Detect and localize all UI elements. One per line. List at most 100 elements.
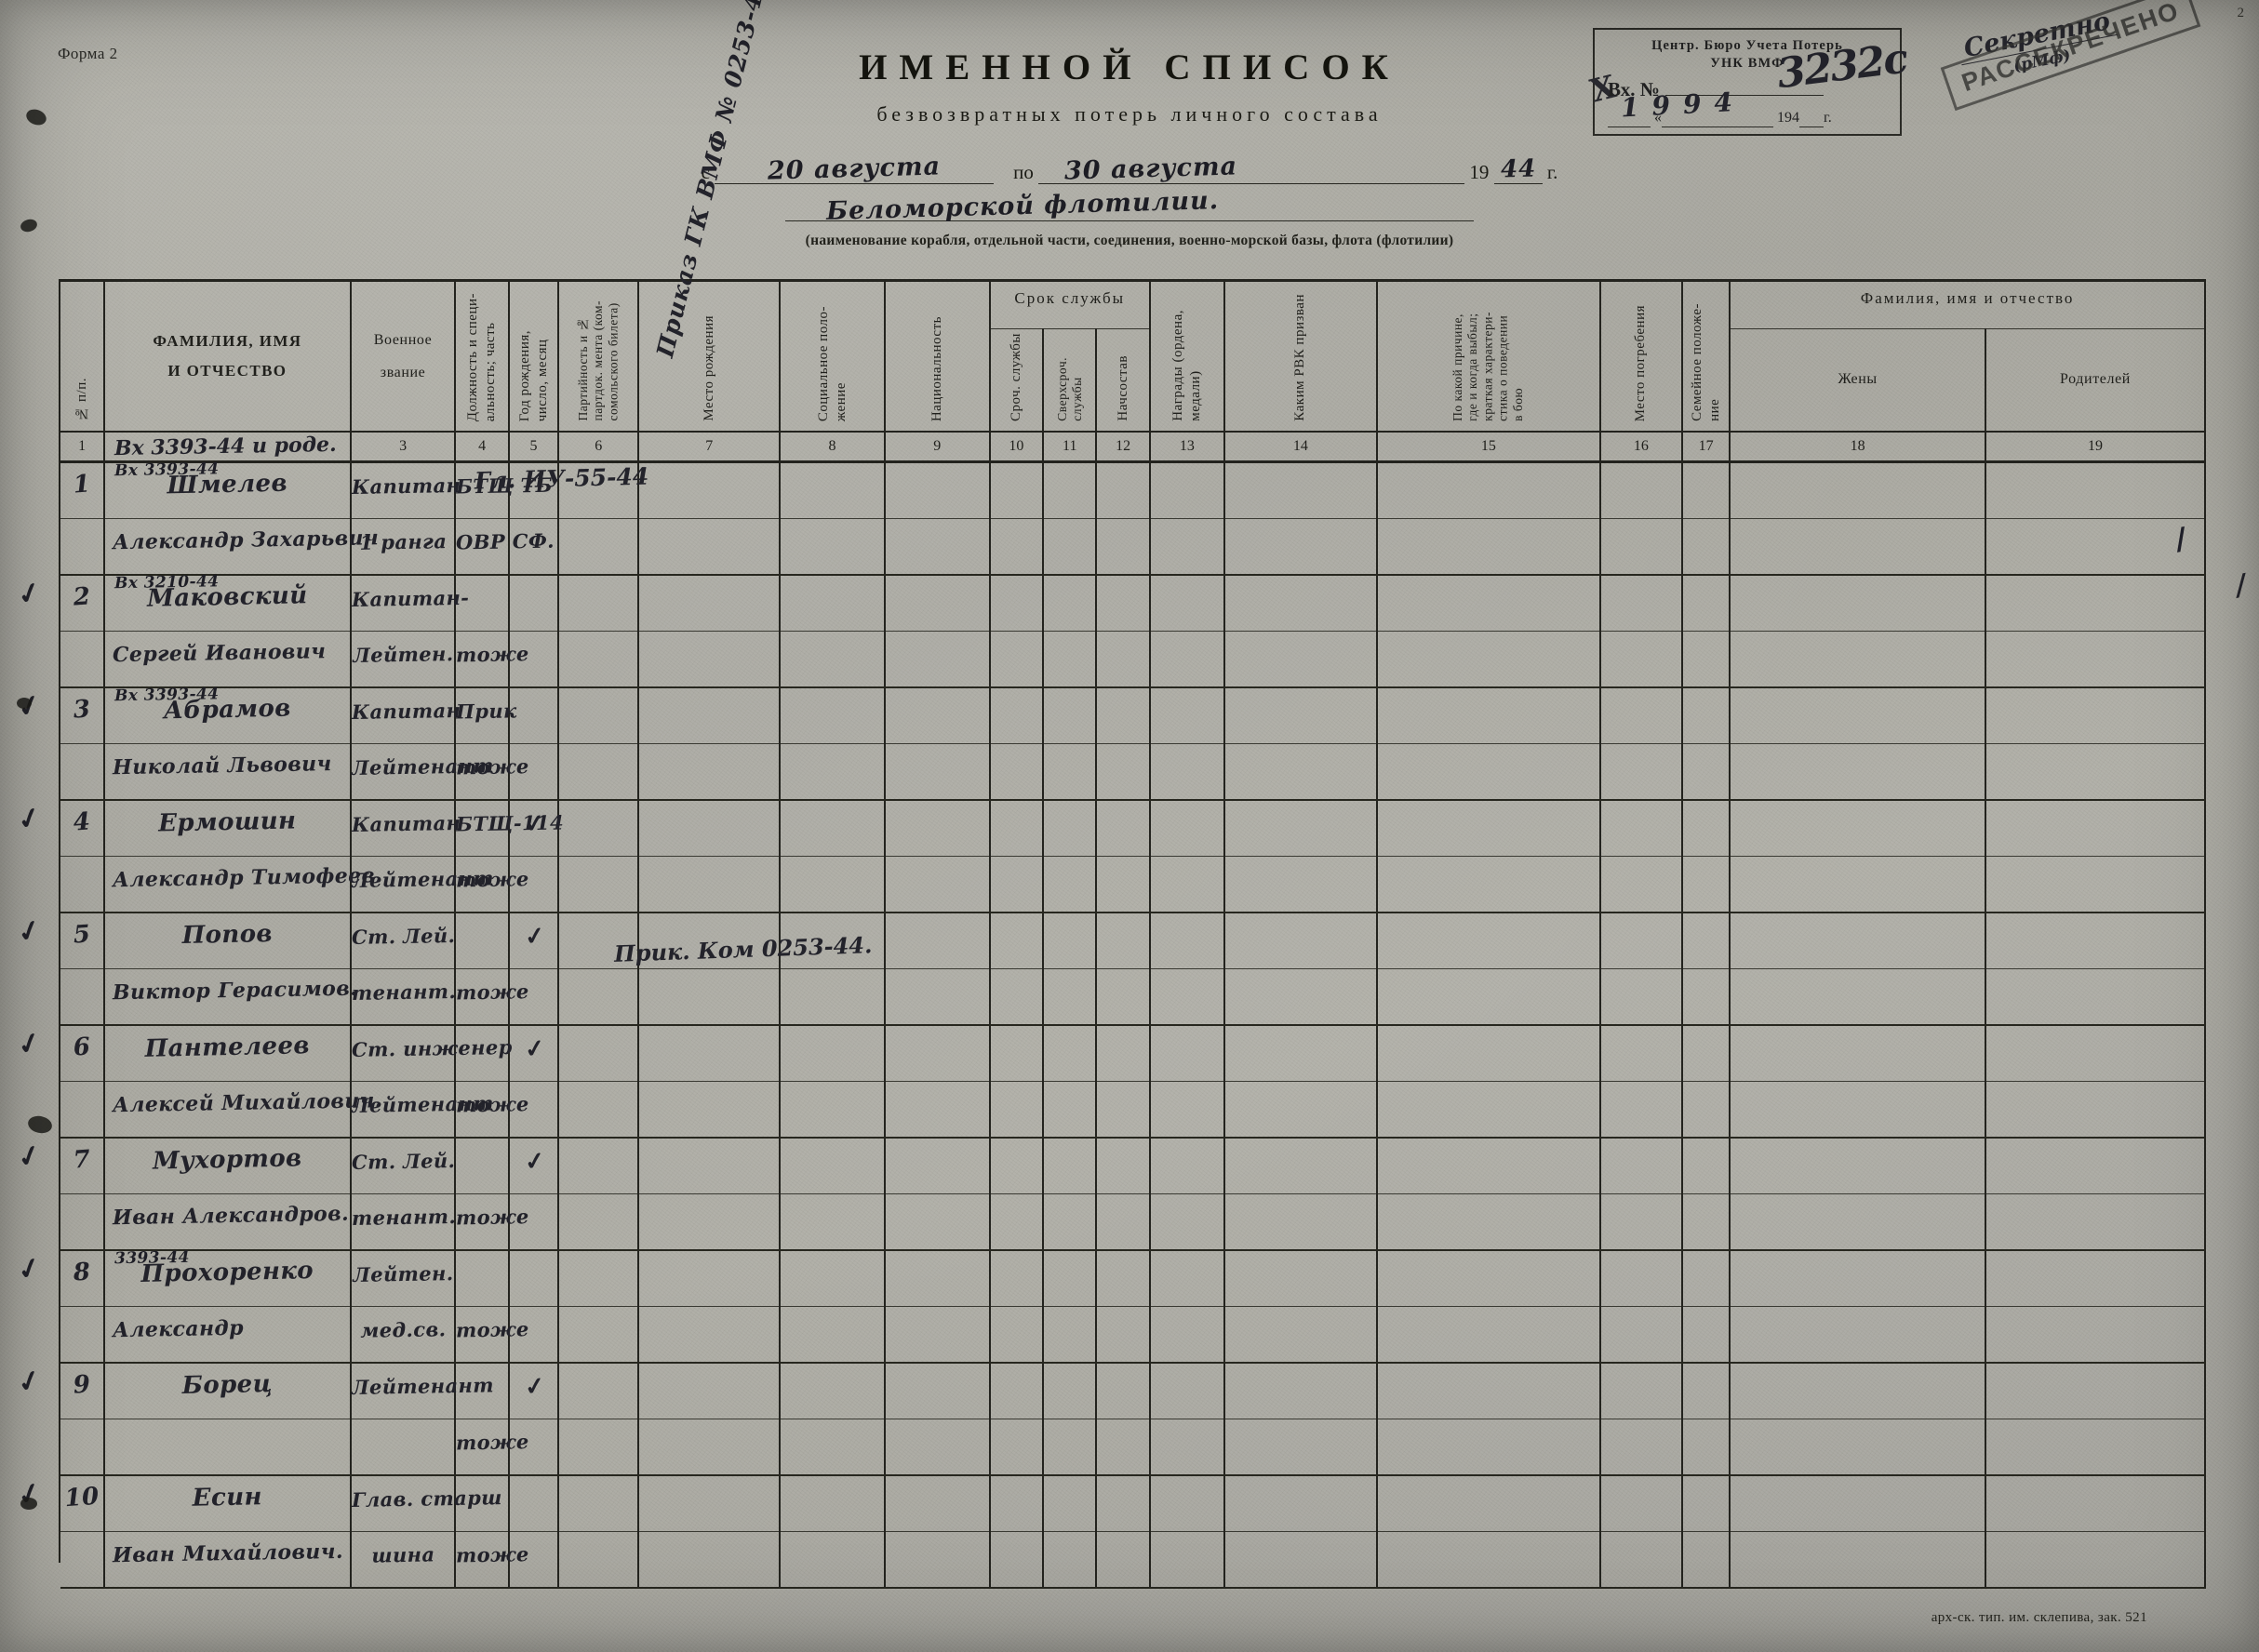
row-index-continuation	[60, 1306, 106, 1364]
row-empty-cell	[1985, 799, 2206, 857]
row-empty-cell	[884, 743, 991, 801]
row-position: БТЩ ТБ	[455, 461, 554, 519]
table-row: ✓ 4 Ермошин Капитан БТЩ-114 ✓	[14, 799, 2206, 857]
row-empty-cell	[1149, 856, 1225, 913]
row-position-continuation: тоже	[455, 1081, 529, 1139]
review-tick-icon: ✓	[13, 913, 46, 951]
colnum-2: Вх 3393-44 и роде.	[104, 431, 352, 463]
row-empty-cell	[1681, 912, 1731, 969]
col-header-11: Сверхсроч. службы	[1043, 328, 1098, 433]
row-empty-cell	[1599, 1419, 1683, 1476]
margin-mark: /	[2232, 568, 2250, 603]
col-header-3: Военное звание	[350, 282, 457, 433]
registry-date-day: 19	[1620, 89, 1684, 124]
row-position-value	[456, 1150, 507, 1151]
row-empty-cell	[508, 518, 560, 576]
row-empty-cell	[1376, 461, 1601, 519]
row-empty-cell	[1730, 743, 1986, 801]
row-empty-cell	[1223, 686, 1378, 744]
row-rank-value: Капитан	[351, 698, 461, 724]
row-rank-continuation: Лейтенант	[350, 856, 494, 913]
row-empty-cell	[1096, 1081, 1151, 1139]
row-empty-cell	[508, 1193, 560, 1251]
row-empty-cell	[558, 1419, 640, 1476]
review-tick-icon: ✓	[13, 1250, 46, 1288]
row-rank2-value: 1 ранга	[358, 529, 448, 554]
row-empty-cell	[638, 1531, 782, 1589]
col-header-10-label: Сроч. службы	[1008, 333, 1023, 421]
row-empty-cell	[1149, 574, 1225, 632]
row-empty-cell	[1223, 1024, 1378, 1082]
row-empty-cell	[638, 968, 782, 1026]
col-header-15: По какой причине, где и когда выбыл; кра…	[1376, 282, 1601, 433]
row-empty-cell	[1043, 1306, 1098, 1364]
row-surname: Мухортов	[104, 1137, 352, 1194]
row-surname-value: Попов	[181, 919, 274, 950]
colnum-10: 10	[989, 431, 1045, 463]
printer-footer: арх-ск. тип. им. склепива, зак. 521	[1931, 1610, 2147, 1625]
row-rank-value: Лейтенант	[351, 1373, 494, 1399]
row-rank: Лейтен.	[350, 1249, 457, 1307]
row-empty-cell	[1096, 518, 1151, 576]
row-rank2-value	[352, 1430, 455, 1432]
row-surname: Попов	[104, 912, 352, 969]
colnum-8: 8	[780, 431, 886, 463]
row-empty-cell	[1376, 1137, 1601, 1194]
registry-incoming-label: Вх. №	[1608, 78, 1824, 101]
row-empty-cell	[1149, 1362, 1225, 1419]
row-empty-cell	[638, 518, 782, 576]
row-empty-cell	[1985, 1249, 2206, 1307]
row-empty-cell	[884, 912, 991, 969]
row-empty-cell	[780, 912, 886, 969]
unit-line: Беломорской флотилии.	[0, 186, 2259, 226]
row-empty-cell	[780, 631, 886, 688]
row-empty-cell	[1149, 912, 1225, 969]
row-empty-cell	[1599, 1024, 1683, 1082]
row-empty-cell	[638, 1306, 782, 1364]
row-empty-cell	[1223, 799, 1378, 857]
row-empty-cell	[780, 856, 886, 913]
row-empty-cell	[1730, 1531, 1986, 1589]
row-birth: ✓	[508, 912, 560, 969]
form-label: Форма 2	[58, 45, 118, 62]
row-empty-cell	[1730, 1474, 1986, 1532]
row-empty-cell	[1985, 1081, 2206, 1139]
table-row: 1 Вх 3393-44 Шмелев Капитан БТЩ ТБ	[60, 460, 2206, 519]
row-rank2-value: Лейтенант	[351, 1091, 494, 1117]
row-rank-value: Капитан-	[351, 585, 470, 611]
row-position2-value: тоже	[456, 754, 530, 779]
review-tick-icon: ✓	[13, 1138, 46, 1176]
row-empty-cell	[1223, 574, 1378, 632]
row-empty-cell	[638, 461, 782, 519]
row-empty-cell	[1730, 686, 1986, 744]
row-empty-cell	[1223, 518, 1378, 576]
row-position	[455, 1249, 510, 1307]
table-row: Александр мед.св. тоже	[60, 1306, 2206, 1364]
registry-year-suffix: г.	[1824, 110, 1832, 126]
row-index: ✓ 9	[14, 1362, 106, 1419]
col-header-4-label: Должность и специ- альность; часть	[465, 292, 499, 421]
row-patronymic: Сергей Иванович	[104, 631, 352, 688]
row-empty-cell	[884, 1249, 991, 1307]
col-header-17-label: Семейное положе- ние	[1689, 303, 1722, 421]
row-empty-cell	[1985, 686, 2206, 744]
row-empty-cell	[558, 1081, 640, 1139]
row-patronymic-value: Иван Александров.	[112, 1201, 350, 1231]
row-empty-cell	[1223, 912, 1378, 969]
row-empty-cell	[1043, 518, 1098, 576]
check-icon: ✓	[522, 1371, 547, 1403]
col-header-7: Место рождения	[638, 282, 782, 433]
row-empty-cell	[1043, 1081, 1098, 1139]
row-position-value	[456, 1037, 507, 1038]
row-patronymic-value: Александр Тимофеев.	[112, 863, 383, 893]
row-birth	[508, 686, 560, 744]
row-empty-cell	[1599, 1137, 1683, 1194]
row-empty-cell	[1149, 1474, 1225, 1532]
table-row: Виктор Герасимов. тенант. тоже	[60, 968, 2206, 1026]
row-birth: ✓	[508, 1137, 560, 1194]
row-surname-value: Ермошин	[157, 806, 297, 838]
row-rank-continuation: Лейтенант	[350, 1081, 494, 1139]
row-surname-value: Маковский	[146, 581, 308, 613]
row-empty-cell	[1681, 1137, 1731, 1194]
